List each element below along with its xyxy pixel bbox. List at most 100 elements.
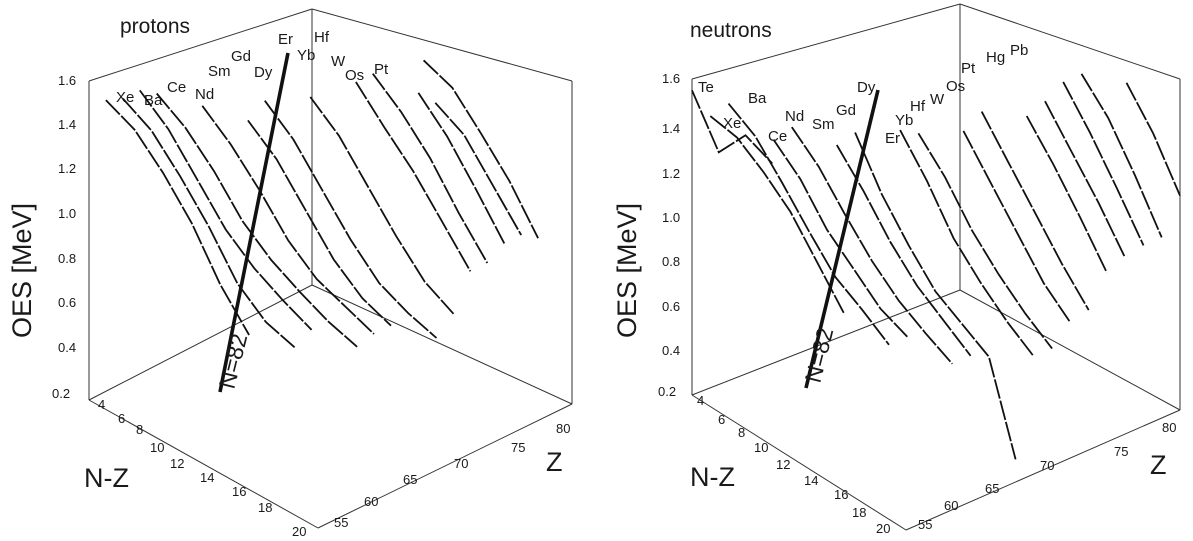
n82-label: N=82: [800, 325, 839, 385]
frame-protons: [88, 8, 573, 529]
nz-tick: 6: [718, 412, 725, 427]
oes-tick: 1.0: [662, 210, 680, 225]
z-ticks-protons: 55 60 65 70 75 80: [334, 421, 570, 530]
nz-tick: 4: [697, 393, 704, 408]
nz-tick: 16: [232, 484, 246, 499]
oes-tick: 0.2: [52, 386, 70, 401]
element-label: Yb: [895, 112, 913, 129]
nz-tick: 12: [776, 457, 790, 472]
z-tick: 80: [556, 421, 570, 436]
nz-tick: 6: [118, 411, 125, 426]
z-axis-title: Z: [546, 447, 563, 477]
z-tick: 80: [1162, 420, 1176, 435]
series-line-os: [1044, 100, 1127, 259]
panel-title: protons: [120, 15, 190, 38]
nz-tick: 14: [804, 473, 818, 488]
series-traces-neutrons: [691, 73, 1181, 460]
element-label: Yb: [297, 47, 315, 64]
element-label: Er: [885, 130, 900, 147]
oes-ticks-protons: 1.6 1.4 1.2 1.0 0.8 0.6 0.4 0.2: [52, 73, 76, 401]
nz-ticks-neutrons: 4 6 8 10 12 14 16 18 20: [697, 393, 890, 536]
element-label: Gd: [836, 102, 856, 119]
element-labels-protons: Xe Ba Ce Nd Sm Gd Dy Er Yb Hf W Os Pt: [116, 29, 389, 109]
nz-tick: 16: [834, 487, 848, 502]
series-line-hg: [1080, 73, 1163, 238]
oes-tick: 1.2: [58, 161, 76, 176]
element-label: Ce: [167, 79, 186, 96]
oes-tick: 1.6: [662, 71, 680, 86]
element-label: Nd: [195, 86, 214, 103]
series-line-xe: [105, 99, 250, 336]
oes-tick: 0.6: [662, 299, 680, 314]
z-tick: 55: [918, 517, 932, 532]
nz-ticks-protons: 4 6 8 10 12 14 16 18 20: [98, 397, 306, 539]
element-labels-neutrons: Te Xe Ba Ce Nd Sm Gd Dy Er Yb Hf W Os Pt…: [698, 42, 1028, 147]
element-label: W: [930, 91, 945, 108]
oes-tick: 1.4: [58, 117, 76, 132]
element-label: Sm: [208, 63, 231, 80]
oes-tick: 1.4: [662, 121, 680, 136]
y-axis-title: OES [MeV]: [7, 203, 37, 338]
element-label: Os: [345, 67, 364, 84]
element-label: Os: [946, 78, 965, 95]
oes-tick: 0.2: [658, 384, 676, 399]
series-line-er: [917, 132, 1053, 350]
nz-tick: 10: [150, 440, 164, 455]
series-line-gd: [247, 119, 392, 327]
z-tick: 65: [985, 481, 999, 496]
series-line-gd: [854, 132, 1017, 460]
z-tick: 75: [511, 440, 525, 455]
series-line-os: [434, 102, 522, 236]
series-line-ba: [122, 98, 296, 348]
element-label: Ce: [768, 128, 787, 145]
frame-neutrons: [691, 3, 1181, 531]
oes-tick: 0.4: [662, 343, 680, 358]
x-axis-title: N-Z: [84, 463, 129, 493]
y-axis-title: OES [MeV]: [612, 203, 642, 338]
nz-tick: 20: [876, 521, 890, 536]
series-line-xe: [709, 115, 845, 314]
element-label: Hf: [910, 98, 926, 115]
series-line-sm: [201, 105, 375, 335]
element-label: Dy: [857, 79, 876, 96]
series-line-nd: [791, 126, 953, 365]
nz-tick: 14: [200, 470, 214, 485]
element-label: Dy: [254, 64, 273, 81]
nz-tick: 18: [852, 505, 866, 520]
series-line-nd: [156, 92, 358, 348]
z-tick: 65: [403, 472, 417, 487]
z-axis-title: Z: [1150, 450, 1167, 480]
panel-title: neutrons: [690, 19, 772, 42]
series-line-pt: [1062, 81, 1145, 246]
element-label: Pt: [961, 60, 976, 77]
element-label: Hg: [986, 49, 1005, 66]
series-line-ce: [139, 89, 313, 331]
element-label: Pb: [1010, 42, 1028, 59]
element-label: Hf: [314, 29, 330, 46]
oes-ticks-neutrons: 1.6 1.4 1.2 1.0 0.8 0.6 0.4 0.2: [658, 71, 680, 399]
series-line-pb: [1125, 82, 1181, 196]
series-line-dy: [899, 129, 1035, 358]
element-label: Nd: [785, 108, 804, 125]
nz-tick: 8: [738, 425, 745, 440]
nz-tick: 18: [258, 500, 272, 515]
nz-tick: 4: [98, 397, 105, 412]
series-line-hf: [980, 111, 1090, 311]
nz-tick: 12: [170, 456, 184, 471]
series-line-te: [691, 89, 773, 165]
element-label: Te: [698, 79, 714, 96]
series-line-ce: [772, 139, 908, 338]
series-line-yb: [962, 130, 1072, 324]
element-label: Sm: [812, 116, 835, 133]
element-label: Er: [278, 31, 293, 48]
z-tick: 60: [944, 498, 958, 513]
oes-tick: 0.8: [58, 251, 76, 266]
z-ticks-neutrons: 55 60 65 70 75 80: [918, 420, 1176, 532]
oes-tick: 1.6: [58, 73, 76, 88]
series-line-yb: [355, 81, 472, 272]
series-line-dy: [264, 100, 438, 339]
series-line-w: [417, 92, 506, 244]
nz-tick: 8: [136, 422, 143, 437]
n82-label: N=82: [214, 331, 253, 391]
x-axis-title: N-Z: [690, 462, 735, 492]
